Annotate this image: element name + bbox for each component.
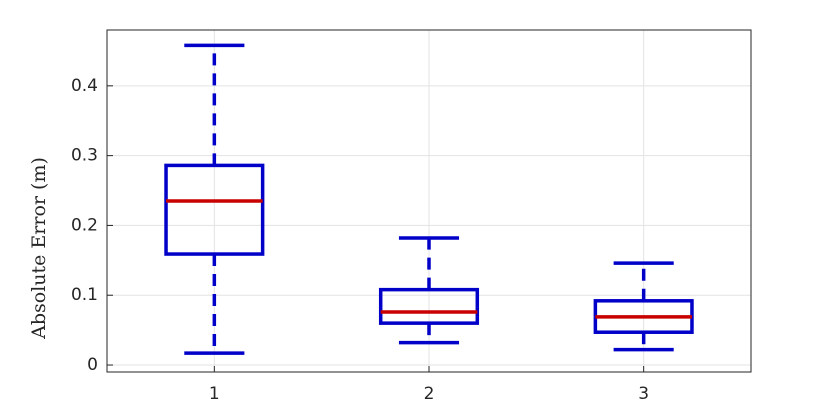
axes-frame [106, 29, 752, 373]
x-tick-label: 2 [424, 384, 435, 404]
x-tick-label: 1 [209, 384, 220, 404]
y-tick-label: 0.3 [71, 146, 98, 166]
y-axis-label: Absolute Error (m) [28, 157, 50, 340]
y-tick-label: 0.4 [71, 76, 98, 96]
y-tick-label: 0.1 [71, 285, 98, 305]
y-tick-label: 0.2 [71, 215, 98, 235]
x-tick-label: 3 [638, 384, 649, 404]
y-tick-label: 0 [87, 355, 98, 375]
box [378, 287, 480, 325]
box [164, 163, 265, 256]
